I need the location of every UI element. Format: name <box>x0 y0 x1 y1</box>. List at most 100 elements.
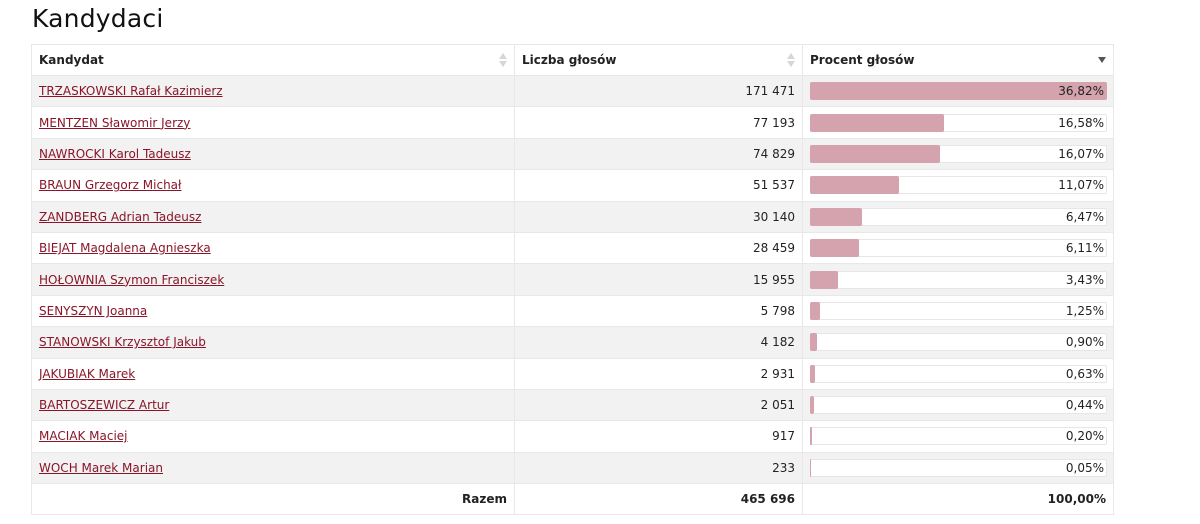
table-row: WOCH Marek Marian 233 0,05% <box>31 451 1114 485</box>
candidate-link[interactable]: WOCH Marek Marian <box>39 460 163 475</box>
percent-bar-fill <box>810 113 944 132</box>
percent-cell: 6,47% <box>802 200 1114 233</box>
percent-cell: 0,90% <box>802 326 1114 359</box>
percent-bar-track <box>810 427 1107 446</box>
votes-cell: 28 459 <box>514 231 803 265</box>
percent-cell: 36,82% <box>802 74 1114 108</box>
percent-bar: 6,47% <box>810 207 1107 226</box>
table-row: BARTOSZEWICZ Artur 2 051 0,44% <box>31 388 1114 422</box>
percent-bar: 0,44% <box>810 396 1107 415</box>
page-title: Kandydaci <box>32 4 164 33</box>
candidate-link[interactable]: MACIAK Maciej <box>39 429 128 444</box>
votes-cell: 171 471 <box>514 74 803 108</box>
column-header-candidate[interactable]: Kandydat <box>31 44 515 76</box>
table-row: BIEJAT Magdalena Agnieszka 28 459 6,11% <box>31 231 1114 265</box>
percent-bar-fill <box>810 270 838 289</box>
candidate-link[interactable]: STANOWSKI Krzysztof Jakub <box>39 335 206 350</box>
candidate-cell: SENYSZYN Joanna <box>31 294 515 328</box>
percent-bar-fill <box>810 207 863 226</box>
percent-bar-fill <box>810 82 1107 101</box>
sort-icon[interactable] <box>787 53 795 67</box>
percent-bar: 0,05% <box>810 458 1107 477</box>
percent-cell: 0,05% <box>802 451 1114 485</box>
table-row: BRAUN Grzegorz Michał 51 537 11,07% <box>31 169 1114 202</box>
table-header-row: Kandydat Liczba głosów Procent głosów <box>31 44 1114 76</box>
candidate-link[interactable]: NAWROCKI Karol Tadeusz <box>39 146 191 161</box>
candidate-link[interactable]: BARTOSZEWICZ Artur <box>39 398 170 413</box>
candidates-table: Kandydat Liczba głosów Procent głosów TR… <box>31 44 1114 516</box>
table-row: NAWROCKI Karol Tadeusz 74 829 16,07% <box>31 137 1114 171</box>
votes-cell: 15 955 <box>514 263 803 296</box>
candidate-link[interactable]: ZANDBERG Adrian Tadeusz <box>39 209 202 224</box>
percent-cell: 0,63% <box>802 357 1114 390</box>
votes-cell: 233 <box>514 451 803 485</box>
table-body: TRZASKOWSKI Rafał Kazimierz 171 471 36,82%… <box>31 74 1114 516</box>
candidate-cell: BIEJAT Magdalena Agnieszka <box>31 231 515 265</box>
total-votes-cell: 465 696 <box>514 483 803 516</box>
percent-bar: 16,58% <box>810 113 1107 132</box>
candidate-link[interactable]: HOŁOWNIA Szymon Franciszek <box>39 272 225 287</box>
percent-label: 1,25% <box>1065 303 1104 318</box>
percent-bar-fill <box>810 301 821 320</box>
percent-cell: 0,20% <box>802 420 1114 453</box>
votes-cell: 2 051 <box>514 388 803 422</box>
total-label-cell: Razem <box>31 483 515 516</box>
table-row: TRZASKOWSKI Rafał Kazimierz 171 471 36,82% <box>31 74 1114 108</box>
percent-bar-track <box>810 458 1107 477</box>
percent-label: 0,63% <box>1065 366 1104 381</box>
column-header-votes[interactable]: Liczba głosów <box>514 44 803 76</box>
total-row: Razem 465 696 100,00% <box>31 483 1114 516</box>
column-header-candidate-label: Kandydat <box>39 53 104 67</box>
percent-cell: 16,58% <box>802 106 1114 139</box>
sort-icon[interactable] <box>499 53 507 67</box>
sort-descending-icon[interactable] <box>1098 53 1106 67</box>
percent-bar-fill <box>810 144 940 163</box>
table-row: HOŁOWNIA Szymon Franciszek 15 955 3,43% <box>31 263 1114 296</box>
percent-cell: 1,25% <box>802 294 1114 328</box>
candidate-link[interactable]: MENTZEN Sławomir Jerzy <box>39 115 191 130</box>
candidate-link[interactable]: JAKUBIAK Marek <box>39 366 136 381</box>
percent-cell: 16,07% <box>802 137 1114 171</box>
column-header-percent[interactable]: Procent głosów <box>802 44 1114 76</box>
percent-bar: 1,25% <box>810 301 1107 320</box>
candidate-cell: ZANDBERG Adrian Tadeusz <box>31 200 515 233</box>
column-header-percent-label: Procent głosów <box>810 53 915 67</box>
percent-label: 0,44% <box>1065 398 1104 413</box>
percent-bar-track <box>810 270 1107 289</box>
votes-cell: 77 193 <box>514 106 803 139</box>
percent-label: 11,07% <box>1058 178 1104 193</box>
table-row: MACIAK Maciej 917 0,20% <box>31 420 1114 453</box>
percent-label: 36,82% <box>1058 84 1104 99</box>
percent-label: 0,90% <box>1065 335 1104 350</box>
percent-bar-track <box>810 333 1107 352</box>
percent-cell: 3,43% <box>802 263 1114 296</box>
percent-bar-fill <box>810 427 812 446</box>
candidate-cell: MENTZEN Sławomir Jerzy <box>31 106 515 139</box>
candidate-cell: STANOWSKI Krzysztof Jakub <box>31 326 515 359</box>
percent-bar-track <box>810 364 1107 383</box>
percent-bar-track <box>810 396 1107 415</box>
candidate-cell: WOCH Marek Marian <box>31 451 515 485</box>
percent-bar: 0,90% <box>810 333 1107 352</box>
percent-bar: 16,07% <box>810 144 1107 163</box>
votes-cell: 74 829 <box>514 137 803 171</box>
candidate-link[interactable]: SENYSZYN Joanna <box>39 303 148 318</box>
votes-cell: 51 537 <box>514 169 803 202</box>
percent-bar-fill <box>810 458 811 477</box>
percent-bar: 0,20% <box>810 427 1107 446</box>
percent-bar-fill <box>810 176 900 195</box>
percent-bar: 11,07% <box>810 176 1107 195</box>
percent-label: 6,47% <box>1065 209 1104 224</box>
candidate-link[interactable]: BRAUN Grzegorz Michał <box>39 178 182 193</box>
percent-bar: 36,82% <box>810 82 1107 101</box>
percent-bar-track <box>810 301 1107 320</box>
table-row: ZANDBERG Adrian Tadeusz 30 140 6,47% <box>31 200 1114 233</box>
table-row: SENYSZYN Joanna 5 798 1,25% <box>31 294 1114 328</box>
percent-bar-fill <box>810 364 816 383</box>
candidate-link[interactable]: BIEJAT Magdalena Agnieszka <box>39 241 211 256</box>
percent-label: 0,05% <box>1065 460 1104 475</box>
votes-cell: 917 <box>514 420 803 453</box>
candidate-cell: MACIAK Maciej <box>31 420 515 453</box>
candidate-link[interactable]: TRZASKOWSKI Rafał Kazimierz <box>39 84 223 99</box>
votes-cell: 5 798 <box>514 294 803 328</box>
